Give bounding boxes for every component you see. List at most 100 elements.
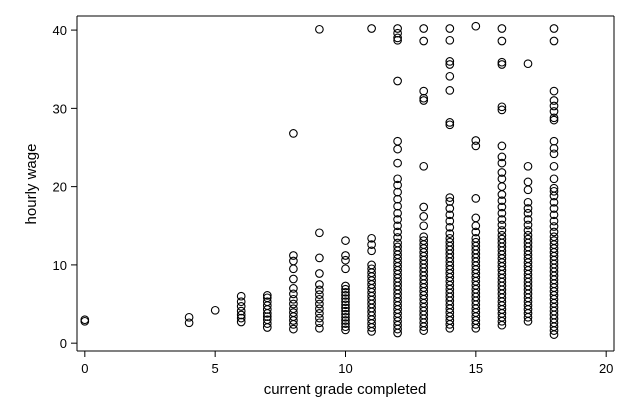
data-point (236, 306, 246, 316)
data-points (80, 21, 559, 339)
data-point (341, 294, 350, 303)
data-point (497, 202, 507, 212)
data-point (419, 86, 429, 96)
data-point (549, 86, 559, 96)
data-point (367, 233, 376, 243)
data-point (341, 291, 350, 300)
data-point (315, 294, 324, 304)
data-point (262, 297, 272, 307)
data-point (549, 149, 559, 159)
data-point (445, 210, 455, 220)
data-point (549, 107, 559, 116)
data-point (393, 233, 402, 242)
data-point (315, 228, 324, 238)
data-point (419, 236, 429, 245)
y-axis-title: hourly wage (23, 144, 40, 225)
data-point (445, 216, 455, 226)
y-ticks: 0 10 20 30 40 (53, 23, 77, 351)
data-point (393, 227, 402, 237)
data-point (549, 186, 559, 196)
x-axis-title: current grade completed (264, 381, 427, 398)
data-point (471, 141, 481, 151)
data-point (549, 227, 559, 237)
data-point (549, 161, 559, 171)
data-point (289, 299, 298, 309)
data-point (497, 230, 507, 240)
data-point (315, 269, 324, 278)
data-point (497, 24, 507, 33)
data-point (367, 246, 376, 256)
data-point (445, 86, 455, 95)
data-point (341, 312, 350, 322)
x-ticks: 0 5 10 15 20 (81, 351, 613, 376)
data-point (497, 152, 507, 162)
data-point (497, 60, 507, 69)
data-point (419, 232, 429, 242)
data-point (419, 221, 429, 231)
data-point (497, 234, 507, 244)
data-point (367, 260, 376, 270)
data-point (341, 316, 350, 325)
data-point (341, 325, 350, 335)
data-point (393, 158, 402, 168)
data-point (497, 158, 507, 168)
data-point (549, 183, 559, 193)
data-point (419, 36, 429, 46)
data-point (341, 251, 350, 260)
data-point (341, 284, 350, 294)
data-point (289, 294, 298, 304)
data-point (497, 226, 507, 235)
data-point (523, 161, 533, 171)
data-point (341, 303, 350, 313)
data-point (393, 24, 402, 33)
data-point (471, 136, 481, 145)
data-point (315, 285, 324, 295)
data-point (549, 174, 559, 184)
data-point (289, 251, 298, 260)
data-point (315, 318, 324, 328)
data-point (419, 96, 429, 105)
y-tick-label: 40 (53, 23, 67, 38)
data-point (393, 242, 402, 252)
y-tick-label: 30 (53, 101, 67, 116)
data-point (549, 197, 559, 207)
data-point (497, 208, 507, 218)
data-point (497, 196, 507, 206)
data-point (523, 220, 533, 230)
data-point (262, 291, 272, 300)
data-point (445, 229, 455, 238)
data-point (289, 304, 298, 314)
data-point (549, 222, 559, 231)
data-point (393, 187, 402, 197)
x-tick-label: 0 (81, 361, 88, 376)
data-point (549, 232, 559, 242)
y-tick-label: 10 (53, 258, 67, 273)
data-point (80, 315, 90, 325)
data-point (315, 309, 324, 318)
x-tick-label: 5 (212, 361, 219, 376)
data-point (549, 36, 559, 46)
data-point (315, 299, 324, 309)
data-point (341, 255, 350, 265)
data-point (523, 215, 533, 224)
data-point (341, 281, 350, 291)
data-point (210, 305, 220, 315)
data-point (471, 21, 481, 31)
data-point (523, 59, 533, 69)
data-point (289, 324, 298, 334)
data-point (236, 310, 246, 320)
data-point (262, 319, 272, 328)
data-point (523, 226, 533, 235)
data-point (236, 302, 246, 311)
data-point (236, 317, 246, 327)
data-point (471, 227, 481, 237)
data-point (549, 24, 559, 33)
data-point (549, 236, 559, 245)
data-point (367, 240, 376, 249)
data-point (419, 202, 429, 212)
data-point (262, 315, 272, 325)
data-point (549, 101, 559, 111)
data-point (341, 319, 350, 328)
data-point (341, 322, 350, 332)
